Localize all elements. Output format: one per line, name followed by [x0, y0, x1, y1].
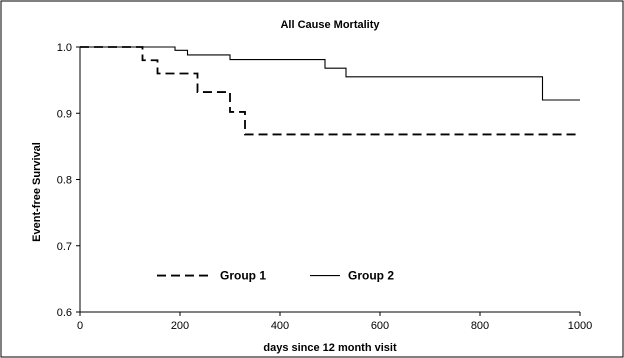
x-tick-label: 400 — [271, 320, 289, 332]
x-tick-label: 1000 — [568, 320, 592, 332]
x-axis-label: days since 12 month visit — [263, 342, 397, 354]
axes: 0 200 400 600 800 1000 0.6 0.7 0.8 0.9 1.0 — [57, 42, 593, 332]
x-tick-label: 800 — [471, 320, 489, 332]
y-tick-label: 0.7 — [57, 241, 72, 253]
legend-label-2: Group 2 — [348, 269, 394, 283]
legend: Group 1 Group 2 — [157, 269, 394, 283]
x-tick-label: 600 — [371, 320, 389, 332]
legend-label-1: Group 1 — [220, 269, 266, 283]
chart-title: All Cause Mortality — [280, 19, 380, 31]
y-tick-label: 0.9 — [57, 108, 72, 120]
y-axis-label: Event-free Survival — [31, 142, 43, 242]
series-line-1 — [80, 46, 580, 136]
series-line-2 — [80, 46, 580, 101]
series-layer — [80, 46, 580, 136]
x-tick-label: 0 — [77, 320, 83, 332]
y-tick-label: 0.8 — [57, 175, 72, 187]
y-tick-label: 1.0 — [57, 42, 72, 54]
x-tick-label: 200 — [171, 320, 189, 332]
y-tick-label: 0.6 — [57, 307, 72, 319]
